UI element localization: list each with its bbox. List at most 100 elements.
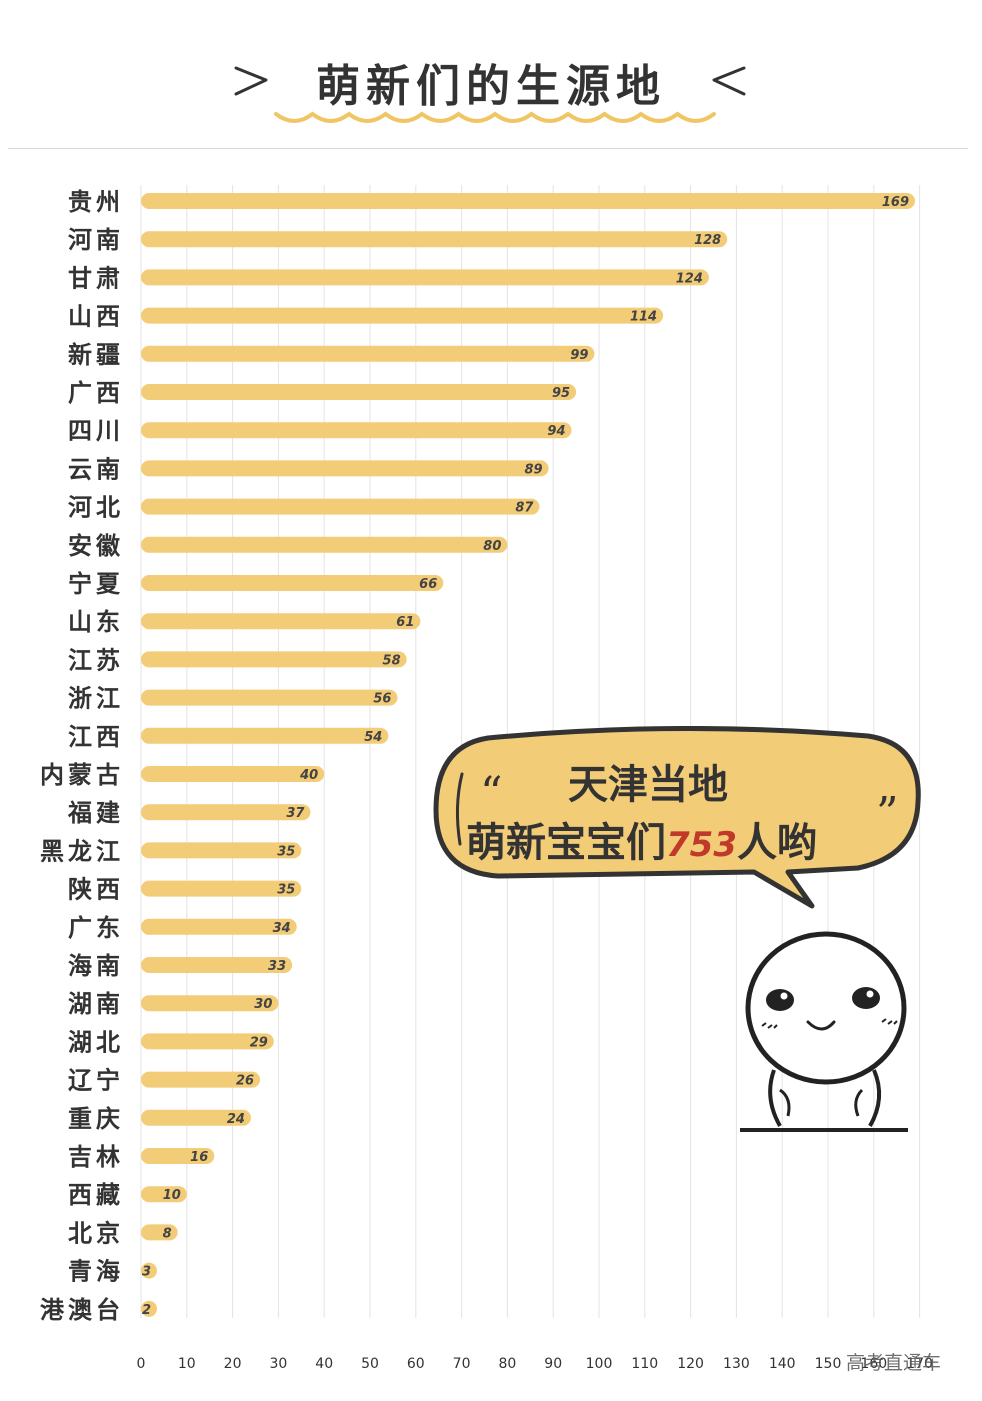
x-tick-label: 30 bbox=[269, 1356, 287, 1372]
category-label: 新疆 bbox=[68, 340, 124, 369]
x-tick-labels: 0 10 20 30 40 50 60 70 80 90 100 110 120 130 140 150 160… bbox=[137, 1356, 933, 1372]
x-tick-label: 80 bbox=[498, 1356, 516, 1372]
category-label: 云南 bbox=[68, 454, 124, 483]
category-label: 青海 bbox=[68, 1257, 124, 1286]
speech-bubble-shape: “ ” bbox=[433, 726, 921, 909]
value-label: 35 bbox=[277, 883, 295, 898]
value-label: 2 bbox=[142, 1303, 151, 1318]
bar bbox=[141, 689, 398, 706]
value-labels: 169 128 124 114 99 95 94 89 87 80 66 61 58 56 54 40 37 35… bbox=[142, 195, 909, 1318]
value-label: 128 bbox=[694, 233, 721, 248]
bar bbox=[141, 1148, 215, 1164]
bar bbox=[141, 231, 728, 248]
category-label: 广西 bbox=[68, 378, 124, 407]
header: 萌新们的生源地 bbox=[0, 0, 982, 150]
category-label: 福建 bbox=[67, 798, 124, 827]
bubble-line-2-pre: 萌新宝宝们 bbox=[466, 819, 666, 866]
x-tick-label: 0 bbox=[137, 1356, 146, 1372]
x-tick-label: 110 bbox=[631, 1356, 658, 1372]
bar bbox=[141, 613, 421, 630]
category-label: 四川 bbox=[68, 416, 124, 445]
value-label: 33 bbox=[268, 959, 286, 974]
value-label: 66 bbox=[419, 577, 437, 592]
bar bbox=[141, 995, 279, 1012]
x-tick-label: 90 bbox=[544, 1356, 562, 1372]
value-label: 80 bbox=[483, 539, 501, 554]
category-label: 山西 bbox=[68, 302, 124, 331]
value-label: 124 bbox=[676, 271, 703, 286]
speech-bubble: “ ” 天津当地 萌新宝宝们753人哟 bbox=[428, 726, 928, 916]
header-divider bbox=[8, 148, 968, 149]
bar bbox=[141, 651, 407, 668]
value-label: 37 bbox=[286, 806, 305, 821]
category-label: 河南 bbox=[68, 225, 124, 254]
category-label: 河北 bbox=[68, 493, 124, 522]
bubble-line-2-post: 人哟 bbox=[736, 819, 817, 866]
category-label: 辽宁 bbox=[68, 1066, 124, 1095]
category-label: 海南 bbox=[68, 951, 124, 980]
category-label: 江苏 bbox=[68, 645, 124, 674]
category-label: 内蒙古 bbox=[40, 760, 124, 789]
bar bbox=[141, 1224, 178, 1241]
value-label: 30 bbox=[254, 997, 272, 1012]
category-label: 山东 bbox=[68, 607, 124, 636]
category-label: 甘肃 bbox=[68, 263, 124, 292]
value-label: 26 bbox=[236, 1074, 254, 1089]
bar bbox=[141, 804, 311, 821]
value-label: 29 bbox=[250, 1035, 268, 1050]
open-quote: “ bbox=[480, 768, 503, 819]
bubble-line-2: 萌新宝宝们753人哟 bbox=[466, 810, 817, 868]
x-tick-label: 100 bbox=[586, 1356, 613, 1372]
bar bbox=[141, 957, 293, 973]
x-tick-label: 140 bbox=[769, 1356, 796, 1372]
bar bbox=[141, 880, 302, 897]
x-tick-label: 40 bbox=[315, 1356, 333, 1372]
x-tick-label: 150 bbox=[815, 1356, 842, 1372]
bars bbox=[141, 193, 916, 1317]
bar bbox=[141, 1109, 251, 1126]
value-label: 54 bbox=[364, 730, 382, 745]
wavy-underline-icon bbox=[274, 111, 716, 123]
bar bbox=[141, 1033, 274, 1050]
category-label: 广东 bbox=[68, 913, 124, 942]
x-tick-label: 70 bbox=[453, 1356, 471, 1372]
category-label: 陕西 bbox=[68, 875, 124, 904]
category-label: 贵州 bbox=[68, 187, 124, 216]
category-label: 湖北 bbox=[68, 1027, 124, 1056]
value-label: 58 bbox=[383, 653, 401, 668]
bar bbox=[141, 536, 508, 553]
category-label: 江西 bbox=[68, 722, 124, 751]
value-label: 10 bbox=[163, 1188, 181, 1203]
bar bbox=[141, 575, 444, 591]
bar bbox=[141, 1300, 157, 1317]
chevron-left-icon bbox=[712, 66, 746, 96]
value-label: 87 bbox=[515, 501, 534, 516]
value-label: 8 bbox=[163, 1226, 172, 1241]
x-tick-label: 160 bbox=[860, 1356, 887, 1372]
category-labels: 贵州河南甘肃山西新疆广西四川云南河北安徽宁夏山东江苏浙江江西内蒙古福建黑龙江陕西… bbox=[40, 187, 124, 1324]
value-label: 169 bbox=[882, 195, 909, 210]
bar bbox=[141, 498, 540, 515]
category-label: 港澳台 bbox=[40, 1295, 124, 1324]
x-tick-label: 50 bbox=[361, 1356, 379, 1372]
bar bbox=[141, 1186, 187, 1203]
bar bbox=[141, 1262, 157, 1279]
x-tick-label: 120 bbox=[677, 1356, 704, 1372]
x-tick-label: 170 bbox=[906, 1356, 933, 1372]
value-label: 89 bbox=[525, 462, 543, 477]
bar bbox=[141, 384, 577, 400]
value-label: 40 bbox=[299, 768, 318, 783]
value-label: 94 bbox=[547, 424, 565, 439]
category-label: 湖南 bbox=[68, 989, 124, 1018]
bar bbox=[141, 460, 549, 477]
category-label: 北京 bbox=[68, 1218, 124, 1247]
category-label: 浙江 bbox=[68, 684, 124, 713]
bar bbox=[141, 193, 916, 209]
category-label: 黑龙江 bbox=[40, 836, 124, 865]
bar bbox=[141, 269, 709, 286]
bar bbox=[141, 727, 389, 744]
value-label: 99 bbox=[570, 348, 588, 363]
category-label: 安徽 bbox=[68, 531, 124, 560]
value-label: 34 bbox=[273, 921, 291, 936]
